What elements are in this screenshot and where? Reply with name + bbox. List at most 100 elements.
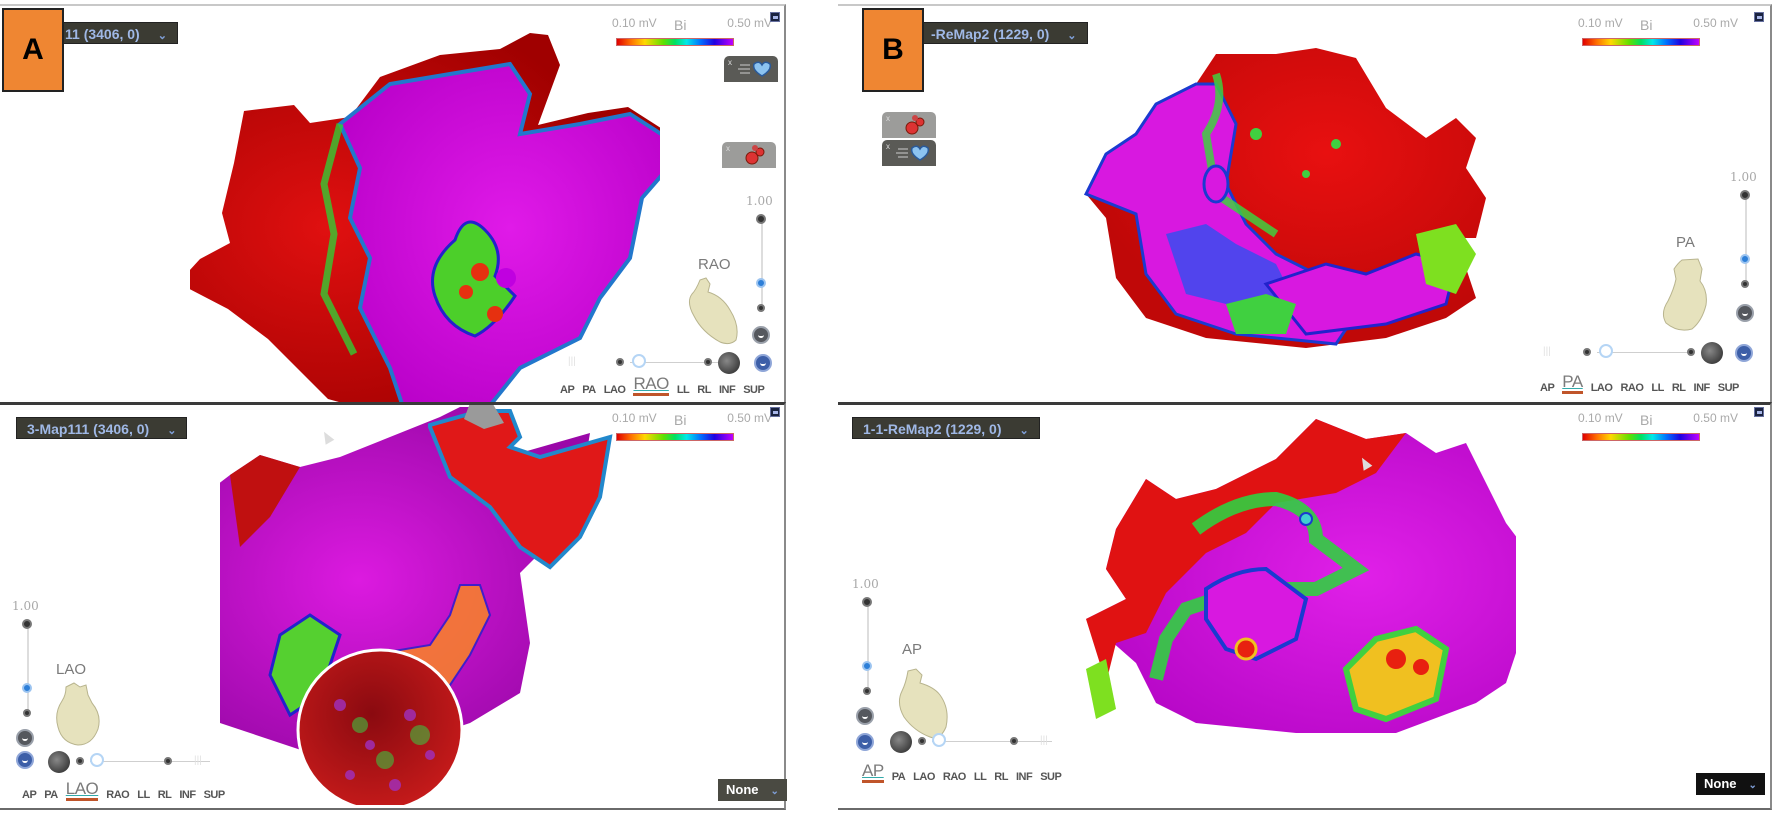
zoom-slider-handle[interactable] xyxy=(90,753,104,767)
slider-min-handle[interactable] xyxy=(76,757,84,765)
view-rao-button[interactable]: RAO xyxy=(633,375,669,396)
view-ap-button[interactable]: AP xyxy=(22,789,37,801)
opacity-slider-handle[interactable] xyxy=(1740,254,1750,264)
view-menu-button[interactable] xyxy=(856,733,874,751)
opacity-slider-vertical[interactable]: 1.00 xyxy=(12,599,39,749)
reset-view-icon[interactable] xyxy=(48,751,70,773)
view-sup-button[interactable]: SUP xyxy=(743,384,765,396)
view-ll-button[interactable]: LL xyxy=(973,771,987,783)
map-select-value: 1-1-ReMap2 (1229, 0) xyxy=(863,421,1002,437)
view-sup-button[interactable]: SUP xyxy=(1717,382,1740,394)
slider-max-handle[interactable] xyxy=(1687,348,1695,356)
view-lao-button[interactable]: LAO xyxy=(65,780,99,801)
map-select-dropdown[interactable]: -ReMap2 (1229, 0) ⌄ xyxy=(920,22,1088,44)
overlay-select-dropdown[interactable]: None ⌄ xyxy=(1696,773,1765,795)
electrode-points-tool-button[interactable]: x xyxy=(882,112,936,138)
view-inf-button[interactable]: INF xyxy=(1015,771,1033,783)
collapse-button[interactable] xyxy=(856,707,874,725)
map-select-dropdown[interactable]: 1-1-ReMap2 (1229, 0) ⌄ xyxy=(852,417,1040,439)
view-inf-button[interactable]: INF xyxy=(1693,382,1711,394)
zoom-slider-handle[interactable] xyxy=(1599,344,1613,358)
zoom-slider-horizontal[interactable]: ||| xyxy=(890,731,1070,753)
view-ll-button[interactable]: LL xyxy=(137,789,150,801)
view-menu-button[interactable] xyxy=(754,354,772,372)
collapse-button[interactable] xyxy=(16,729,34,747)
slider-min-handle[interactable] xyxy=(918,737,926,745)
slider-min-handle[interactable] xyxy=(616,358,624,366)
view-pa-button[interactable]: PA xyxy=(1562,373,1583,394)
view-rao-button[interactable]: RAO xyxy=(106,789,130,801)
zoom-slider-handle[interactable] xyxy=(632,354,646,368)
view-menu-button[interactable] xyxy=(16,751,34,769)
view-pa-button[interactable]: PA xyxy=(44,789,58,801)
slider-max-handle[interactable] xyxy=(862,597,872,607)
view-rl-button[interactable]: RL xyxy=(1671,382,1686,394)
view-rl-button[interactable]: RL xyxy=(994,771,1008,783)
view-menu-button[interactable] xyxy=(1735,344,1753,362)
electrode-points-tool-button[interactable]: x xyxy=(722,142,776,168)
view-ap-button[interactable]: AP xyxy=(1540,382,1555,394)
view-pa-button[interactable]: PA xyxy=(582,384,596,396)
heart-motion-tool-button[interactable]: x xyxy=(882,140,936,166)
voltage-map-3d[interactable] xyxy=(1076,34,1496,374)
opacity-slider-vertical[interactable]: 1.00 xyxy=(852,577,879,727)
view-ap-button[interactable]: AP xyxy=(560,384,575,396)
map-select-dropdown[interactable]: 3-Map111 (3406, 0) ⌄ xyxy=(16,417,188,439)
slider-min-handle[interactable] xyxy=(1741,280,1749,288)
slider-min-handle[interactable] xyxy=(23,709,31,717)
view-ap-button[interactable]: AP xyxy=(862,762,884,783)
slider-max-handle[interactable] xyxy=(22,619,32,629)
collapse-button[interactable] xyxy=(1736,304,1754,322)
view-sup-button[interactable]: SUP xyxy=(203,789,226,801)
maximize-icon[interactable] xyxy=(1754,12,1764,22)
view-ll-button[interactable]: LL xyxy=(1651,382,1664,394)
slider-min-handle[interactable] xyxy=(757,304,765,312)
view-lao-button[interactable]: LAO xyxy=(913,771,935,783)
scale-max: 0.50 mV xyxy=(727,411,772,425)
view-ll-button[interactable]: LL xyxy=(676,384,690,396)
opacity-slider-vertical[interactable]: 1.00 xyxy=(746,194,773,334)
view-sup-button[interactable]: SUP xyxy=(1040,771,1062,783)
scale-min: 0.10 mV xyxy=(612,16,657,30)
heart-motion-tool-button[interactable]: x xyxy=(724,56,778,82)
zoom-slider-horizontal[interactable]: ||| xyxy=(1543,342,1753,364)
zoom-slider-horizontal[interactable]: ||| xyxy=(568,352,778,374)
maximize-icon[interactable] xyxy=(770,12,780,22)
overlay-select-dropdown[interactable]: None ⌄ xyxy=(718,779,787,801)
slider-max-handle[interactable] xyxy=(164,757,172,765)
view-rao-button[interactable]: RAO xyxy=(1620,382,1644,394)
chevron-down-icon: ⌄ xyxy=(157,30,167,42)
scale-mode: Bi xyxy=(1640,412,1653,428)
slider-min-handle[interactable] xyxy=(1583,348,1591,356)
opacity-slider-handle[interactable] xyxy=(22,683,32,693)
view-lao-button[interactable]: LAO xyxy=(1590,382,1613,394)
reset-view-icon[interactable] xyxy=(718,352,740,374)
voltage-map-3d[interactable] xyxy=(220,405,640,805)
slider-max-handle[interactable] xyxy=(1010,737,1018,745)
opacity-slider-handle[interactable] xyxy=(862,661,872,671)
opacity-slider-handle[interactable] xyxy=(756,278,766,288)
view-rao-button[interactable]: RAO xyxy=(942,771,966,783)
zoom-slider-handle[interactable] xyxy=(932,733,946,747)
slider-max-handle[interactable] xyxy=(1740,190,1750,200)
view-pa-button[interactable]: PA xyxy=(891,771,906,783)
opacity-slider-vertical[interactable]: 1.00 xyxy=(1730,170,1757,310)
map-select-dropdown[interactable]: 11 (3406, 0) ⌄ xyxy=(54,22,178,44)
view-rl-button[interactable]: RL xyxy=(157,789,172,801)
view-rl-button[interactable]: RL xyxy=(697,384,711,396)
maximize-icon[interactable] xyxy=(770,407,780,417)
slider-max-handle[interactable] xyxy=(704,358,712,366)
slider-max-handle[interactable] xyxy=(756,214,766,224)
view-inf-button[interactable]: INF xyxy=(718,384,736,396)
reset-view-icon[interactable] xyxy=(1701,342,1723,364)
voltage-map-3d[interactable] xyxy=(1076,409,1516,749)
collapse-button[interactable] xyxy=(752,326,770,344)
view-inf-button[interactable]: INF xyxy=(179,789,196,801)
zoom-slider-horizontal[interactable]: ||| xyxy=(48,751,228,773)
view-orientation-bar: AP PA LAO RAO LL RL INF SUP xyxy=(22,777,225,801)
maximize-icon[interactable] xyxy=(1754,407,1764,417)
view-lao-button[interactable]: LAO xyxy=(603,384,626,396)
reset-view-icon[interactable] xyxy=(890,731,912,753)
slider-min-handle[interactable] xyxy=(863,687,871,695)
voltage-map-3d[interactable] xyxy=(190,14,660,404)
